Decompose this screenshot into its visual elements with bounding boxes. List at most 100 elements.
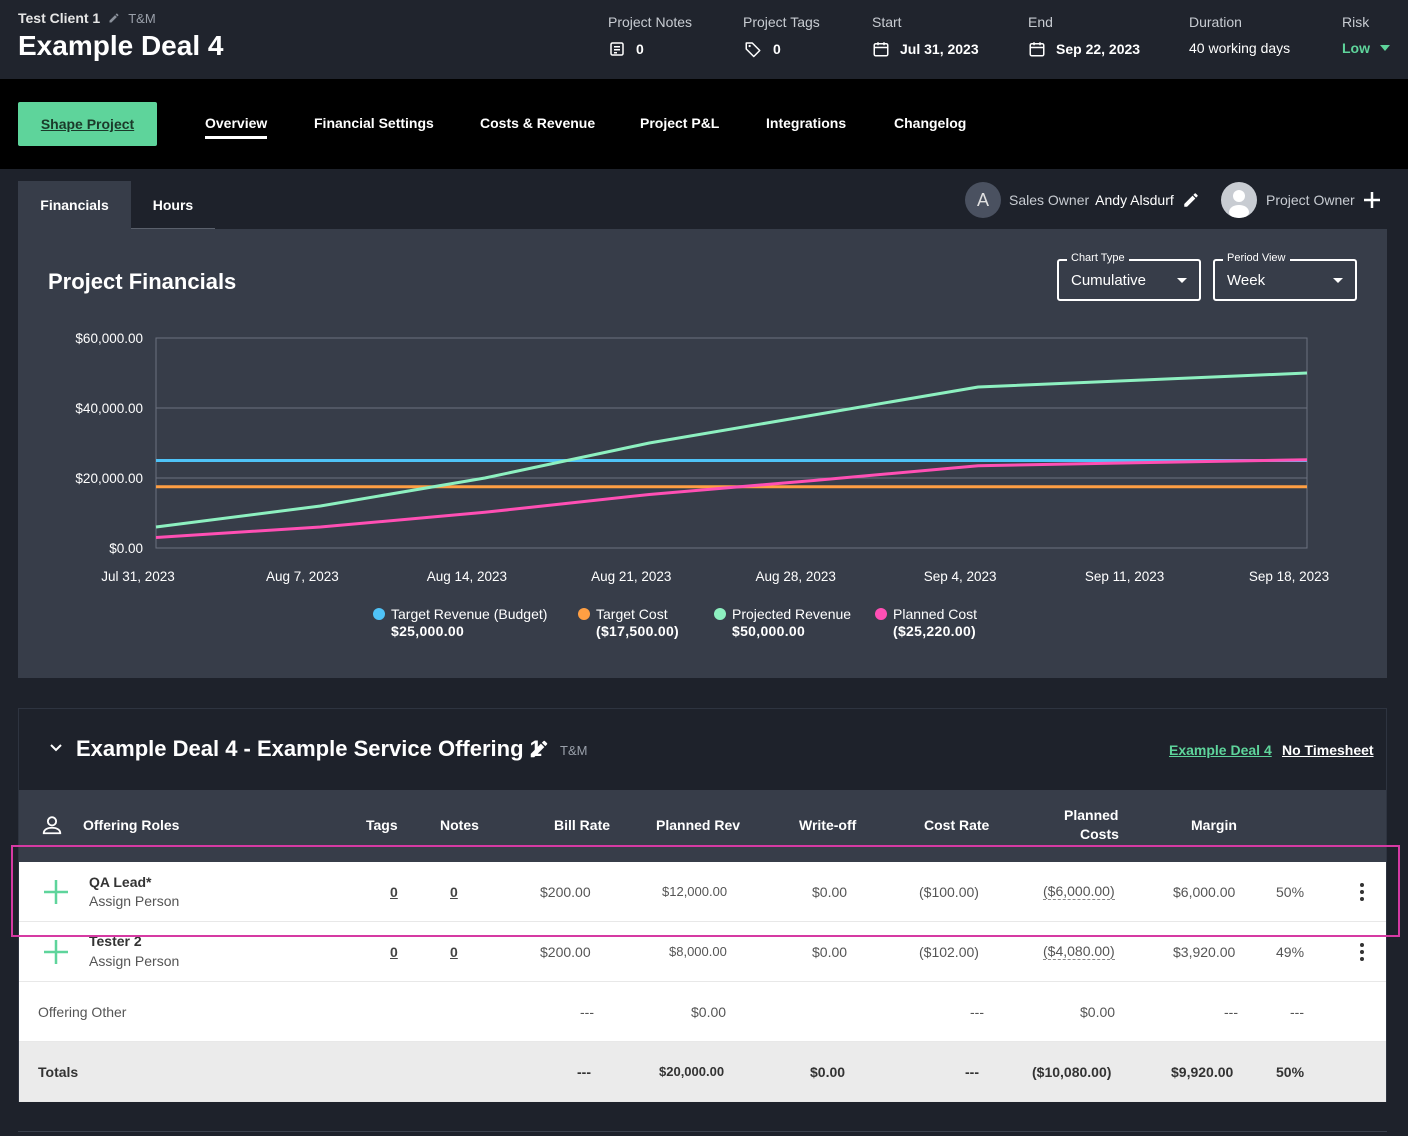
timesheet-link[interactable]: No Timesheet [1282,742,1374,758]
period-view-value: Week [1227,272,1266,289]
legend-amount: ($17,500.00) [596,623,679,639]
legend-amount: $25,000.00 [391,623,465,639]
x-tick-label: Aug 7, 2023 [266,569,339,584]
col-planned-costs-line1[interactable]: Planned [1064,807,1119,823]
notes-icon [610,42,624,56]
legend-projected-revenue[interactable]: Projected Revenue $50,000.00 [714,606,851,639]
notes-count[interactable]: 0 [450,944,458,960]
col-offering-roles[interactable]: Offering Roles [83,817,180,833]
main-nav: Shape Project Overview Financial Setting… [0,79,1408,169]
assign-person-link[interactable]: Assign Person [89,893,180,909]
person-icon [42,816,62,835]
shape-project-button[interactable]: Shape Project [18,102,157,146]
start-meta[interactable]: Start Jul 31, 2023 [872,14,979,58]
start-value-row: Jul 31, 2023 [872,40,979,58]
col-planned-rev[interactable]: Planned Rev [656,817,741,833]
project-tags-value-row: 0 [743,40,820,58]
add-plus-icon[interactable] [1363,191,1381,209]
x-tick-label: Jul 31, 2023 [101,569,175,584]
legend-label: Planned Cost [893,606,978,622]
legend-label: Target Cost [596,606,668,622]
planned-costs[interactable]: ($6,000.00) [1043,883,1115,900]
risk-dropdown[interactable]: Low [1342,40,1390,56]
planned-costs[interactable]: ($4,080.00) [1043,943,1115,960]
cost-rate: ($102.00) [919,944,979,960]
table-row[interactable]: Tester 2 Assign Person 0 0 $200.00 $8,00… [19,922,1386,982]
duration-label: Duration [1189,14,1242,30]
tag-icon [745,42,761,58]
col-tags[interactable]: Tags [366,817,398,833]
period-view-select[interactable]: Period View Week [1213,252,1357,301]
tab-costs-revenue[interactable]: Costs & Revenue [480,115,596,131]
col-bill-rate[interactable]: Bill Rate [554,817,611,833]
col-cost-rate[interactable]: Cost Rate [924,817,990,833]
planned-rev: $0.00 [691,1004,727,1020]
risk-meta[interactable]: Risk Low [1342,14,1390,56]
tab-integrations[interactable]: Integrations [766,115,847,131]
client-name[interactable]: Test Client 1 [18,10,101,26]
notes-count[interactable]: 0 [450,884,458,900]
margin: --- [1224,1004,1238,1020]
planned-rev: $20,000.00 [659,1064,725,1079]
tags-count[interactable]: 0 [390,944,398,960]
bill-rate: --- [580,1004,594,1020]
subtab-financials[interactable]: Financials [18,181,131,229]
col-planned-costs-line2[interactable]: Costs [1080,826,1119,842]
avatar: A [965,182,1001,218]
add-plus-icon[interactable] [43,939,69,965]
tags-count[interactable]: 0 [390,884,398,900]
edit-pencil-icon[interactable] [528,738,550,760]
legend-planned-cost[interactable]: Planned Cost ($25,220.00) [875,606,977,639]
legend-amount: $50,000.00 [732,623,806,639]
chart-type-value: Cumulative [1071,272,1147,289]
risk-label: Risk [1342,14,1370,30]
assign-person-link[interactable]: Assign Person [89,953,180,969]
project-notes-label: Project Notes [608,14,693,30]
tab-financial-settings[interactable]: Financial Settings [314,115,434,131]
col-write-off[interactable]: Write-off [799,817,857,833]
more-vert-icon[interactable] [1358,882,1366,902]
cost-rate: --- [965,1064,979,1080]
chart-type-select[interactable]: Chart Type Cumulative [1057,252,1201,301]
add-plus-icon[interactable] [43,879,69,905]
end-label: End [1028,14,1053,30]
col-margin[interactable]: Margin [1191,817,1237,833]
role-name: Tester 2 [89,933,142,949]
offering-other-row: Offering Other --- $0.00 --- $0.00 --- -… [19,982,1386,1042]
legend-target-revenue[interactable]: Target Revenue (Budget) $25,000.00 [373,606,547,639]
project-tags-meta[interactable]: Project Tags 0 [743,14,820,58]
more-vert-icon[interactable] [1358,942,1366,962]
tab-changelog[interactable]: Changelog [894,115,967,131]
edit-pencil-icon[interactable] [108,12,120,24]
project-notes-value-row: 0 [608,40,692,58]
offering-header: Example Deal 4 - Example Service Offerin… [19,709,1386,790]
subtab-hours[interactable]: Hours [131,181,215,229]
tab-project-pl[interactable]: Project P&L [640,115,720,131]
project-notes-meta[interactable]: Project Notes 0 [608,14,692,58]
edit-pencil-icon[interactable] [1182,191,1200,209]
deal-link[interactable]: Example Deal 4 [1169,742,1272,758]
legend-dot-icon [875,608,887,620]
tab-overview[interactable]: Overview [205,115,268,139]
client-type: T&M [128,10,156,26]
duration-value: 40 working days [1189,40,1291,56]
offering-other-label: Offering Other [38,1004,127,1020]
sales-owner[interactable]: A Sales Owner Andy Alsdurf [965,181,1200,219]
end-meta[interactable]: End Sep 22, 2023 [1028,14,1140,58]
caret-down-icon [1380,45,1390,51]
x-tick-label: Aug 14, 2023 [427,569,507,584]
project-owner[interactable]: Project Owner [1221,181,1381,219]
margin-percent: 49% [1276,944,1305,960]
legend-label: Projected Revenue [732,606,852,622]
col-notes[interactable]: Notes [440,817,479,833]
margin-percent: 50% [1276,884,1305,900]
caret-down-icon [1177,278,1187,283]
legend-target-cost[interactable]: Target Cost ($17,500.00) [578,606,679,639]
chevron-down-icon[interactable] [50,744,62,752]
caret-down-icon [1333,278,1343,283]
y-tick-label: $20,000.00 [75,471,143,486]
cost-rate: --- [970,1004,984,1020]
person-avatar-icon [1221,182,1257,218]
next-section-edge [18,1131,1387,1136]
table-row[interactable]: QA Lead* Assign Person 0 0 $200.00 $12,0… [19,862,1386,922]
